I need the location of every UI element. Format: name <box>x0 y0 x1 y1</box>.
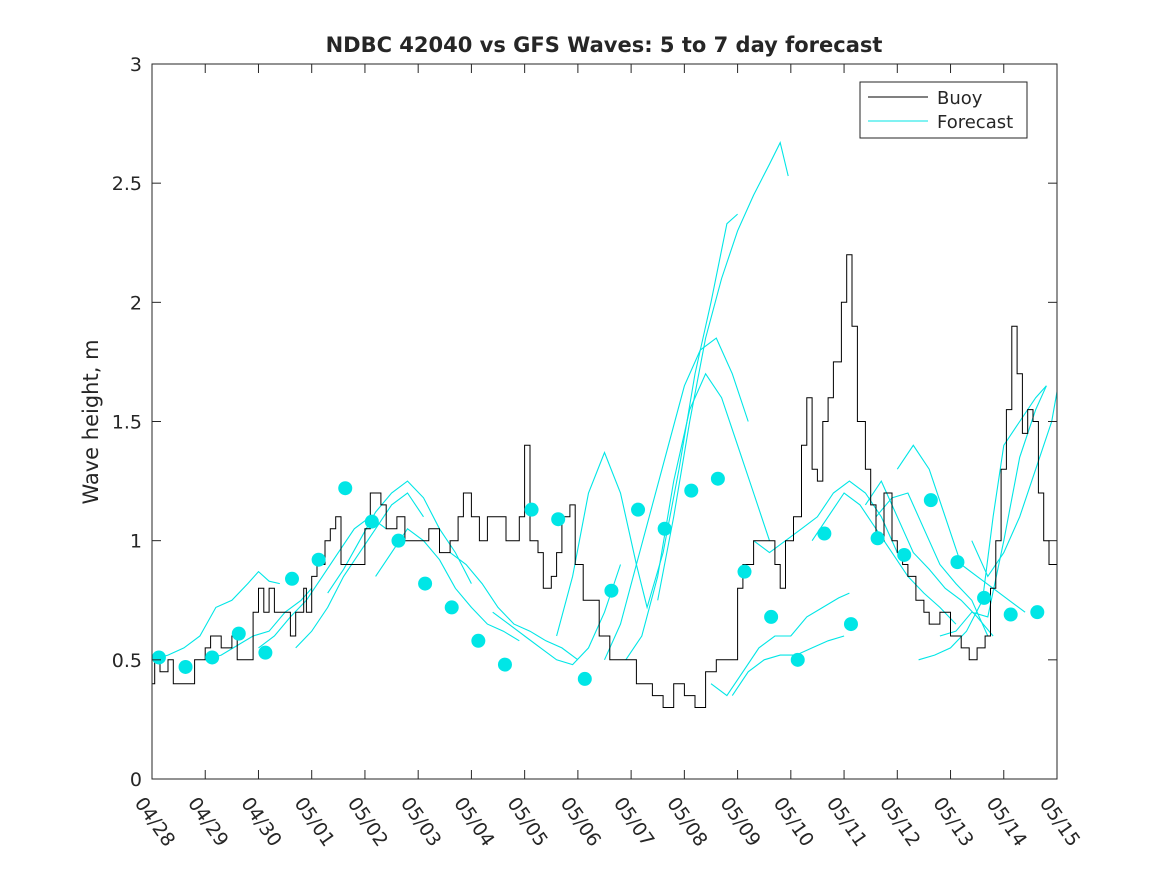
y-tick-label: 0 <box>130 769 142 791</box>
forecast-point <box>1003 607 1018 622</box>
forecast-line <box>205 587 313 661</box>
forecast-point <box>790 652 805 667</box>
forecast-point <box>737 564 752 579</box>
forecast-point <box>977 590 992 605</box>
legend-forecast-label: Forecast <box>937 112 1013 133</box>
forecast-point <box>843 617 858 632</box>
legend-buoy-label: Buoy <box>937 88 983 109</box>
y-tick-label: 1 <box>130 531 142 553</box>
forecast-line <box>152 570 280 661</box>
forecast-point <box>285 571 300 586</box>
y-tick-label: 3 <box>130 54 142 76</box>
forecast-point <box>577 671 592 686</box>
forecast-point <box>710 471 725 486</box>
y-tick-label: 2 <box>130 292 142 314</box>
forecast-point <box>311 552 326 567</box>
forecast-point <box>391 533 406 548</box>
forecast-point <box>631 502 646 517</box>
legend-box <box>859 81 1028 139</box>
forecast-point <box>684 483 699 498</box>
forecast-point <box>178 659 193 674</box>
y-tick-label: 0.5 <box>112 650 142 672</box>
forecast-point <box>897 547 912 562</box>
forecast-points <box>151 471 1045 686</box>
forecast-point <box>551 512 566 527</box>
forecast-point <box>151 650 166 665</box>
forecast-line <box>327 480 472 594</box>
forecast-line <box>603 337 749 661</box>
forecast-point <box>524 502 539 517</box>
y-axis-ticks: 0 0.5 1 1.5 2 2.5 3 <box>112 54 1057 791</box>
forecast-point <box>923 493 938 508</box>
y-tick-label: 1.5 <box>112 412 142 434</box>
forecast-line <box>875 492 989 637</box>
legend: Buoy Forecast <box>859 81 1028 139</box>
forecast-point <box>604 583 619 598</box>
buoy-line <box>152 254 1057 708</box>
forecast-point <box>418 576 433 591</box>
y-tick-label: 2.5 <box>112 173 142 195</box>
forecast-line <box>731 635 845 696</box>
forecast-line <box>657 140 789 601</box>
chart-title: NDBC 42040 vs GFS Waves: 5 to 7 day fore… <box>326 33 883 57</box>
forecast-point <box>497 657 512 672</box>
forecast-point <box>231 626 246 641</box>
forecast-point <box>338 481 353 496</box>
forecast-point <box>1030 605 1045 620</box>
forecast-line <box>295 492 424 649</box>
forecast-point <box>364 514 379 529</box>
forecast-point <box>471 633 486 648</box>
forecast-line <box>971 388 1057 578</box>
forecast-point <box>950 555 965 570</box>
forecast-line <box>449 552 579 661</box>
forecast-point <box>258 645 273 660</box>
forecast-point <box>444 600 459 615</box>
forecast-line <box>625 372 771 661</box>
y-axis-label: Wave height, m <box>79 339 103 504</box>
forecast-point <box>764 609 779 624</box>
forecast-point <box>870 531 885 546</box>
forecast-line <box>556 213 738 637</box>
buoy-series <box>152 254 1057 708</box>
forecast-point <box>657 521 672 536</box>
forecast-line <box>710 592 850 697</box>
forecast-point <box>205 650 220 665</box>
forecast-point <box>817 526 832 541</box>
